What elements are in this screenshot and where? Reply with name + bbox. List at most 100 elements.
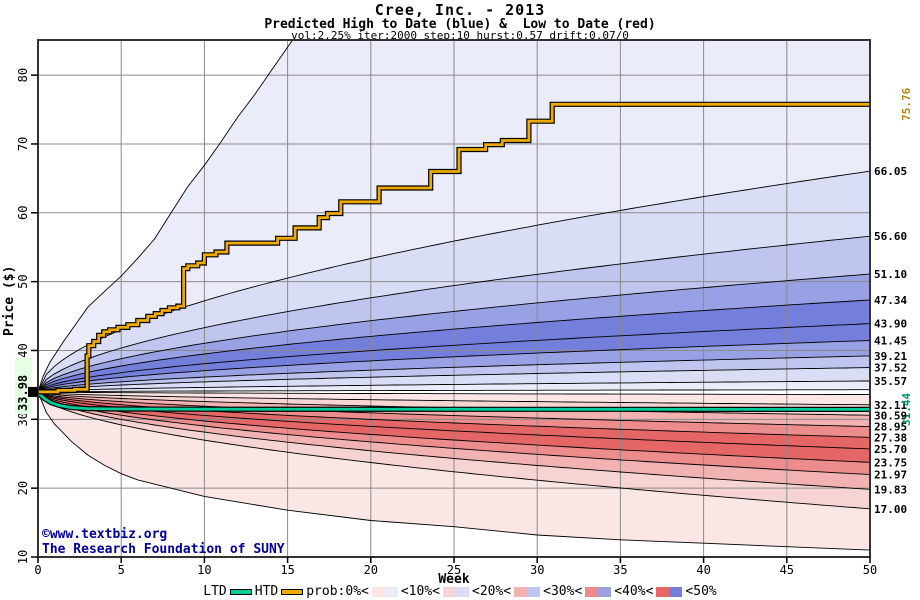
right-label-41.45: 41.45 [874,334,907,347]
contour-high-3 [37,355,871,393]
right-label-17.00: 17.00 [874,503,907,516]
x-axis-title: Week [438,572,470,587]
x-tick-label-40: 40 [696,563,710,577]
contour-low-0 [37,391,870,395]
x-tick-label-25: 25 [447,563,461,577]
x-tick-label-15: 15 [280,563,294,577]
right-label-75.76: 75.76 [900,87,913,120]
band-blue-5 [38,299,870,392]
legend-band-label-3: <30%< [543,584,583,599]
y-tick-label-10: 10 [16,550,30,564]
contour-high-10 [37,39,870,393]
ltd-line-swatch [229,588,252,595]
simulation-params: vol:2.25% iter:2000 step:10 hurst:0.57 d… [291,29,629,42]
legend-band-label-5: <50% [685,584,717,599]
legend-band-label-2: <20%< [472,584,512,599]
contour-low-9 [37,391,871,510]
right-label-35.57: 35.57 [874,375,907,388]
right-label-39.21: 39.21 [874,350,907,363]
right-label-31.44: 31.44 [900,392,913,425]
band-red-7 [38,391,870,490]
band-red-4 [38,391,870,449]
right-label-23.75: 23.75 [874,456,907,469]
legend-htd-label: HTD [254,584,279,599]
watermark: ©www.textbiz.org The Research Foundation… [42,527,285,557]
x-tick-label-5: 5 [118,563,125,577]
right-label-21.97: 21.97 [874,469,907,482]
contour-high-4 [37,340,871,393]
contour-low-5 [37,391,871,450]
band-red-5 [38,391,870,463]
contour-high-2 [37,367,871,393]
right-label-30.59: 30.59 [874,409,907,422]
watermark-line1: ©www.textbiz.org [42,527,168,542]
band-red-8 [38,391,870,509]
x-tick-label-35: 35 [613,563,627,577]
htd-line [38,102,870,394]
htd-line-swatch [281,588,304,595]
right-label-47.34: 47.34 [874,294,907,307]
chart-subtitle: Predicted High to Date (blue) & Low to D… [264,17,656,32]
start-price-label-bg [15,358,32,414]
legend-band-swatch-4 [585,586,612,597]
x-tick-label-20: 20 [364,563,378,577]
right-label-51.10: 51.10 [874,268,907,281]
watermark-line2: The Research Foundation of SUNY [42,542,285,557]
right-label-66.05: 66.05 [874,165,907,178]
legend-ltd-label: LTD [203,584,227,599]
contour-high-5 [37,323,871,393]
contour-low-10 [37,391,871,551]
legend-band-label-1: <10%< [400,584,440,599]
right-label-32.11: 32.11 [874,399,907,412]
page-title: Cree, Inc. - 2013 [374,1,546,19]
contour-high-8 [37,235,871,393]
legend: LTD HTD prob:0%< <10%< <20%< <30%< <40%< <50… [0,584,920,599]
contour-low-8 [37,391,871,490]
y-tick-label-80: 80 [16,68,30,82]
contour-high-0 [37,389,870,393]
legend-band-swatch-3 [514,586,541,597]
band-red-6 [38,391,870,475]
x-tick-label-0: 0 [34,563,41,577]
legend-prob-label: prob:0%< [306,584,369,599]
band-blue-6 [38,274,870,392]
legend-band-swatch-2 [443,586,469,597]
contour-high-6 [37,299,871,393]
y-axis-title: Price ($) [2,265,17,336]
x-tick-label-10: 10 [197,563,211,577]
contour-low-1 [37,391,871,406]
legend-band-swatch-1 [371,586,398,597]
band-red-9 [38,391,870,551]
right-label-37.52: 37.52 [874,362,907,375]
right-label-28.95: 28.95 [874,421,907,434]
x-tick-label-45: 45 [780,563,794,577]
x-tick-label-30: 30 [530,563,544,577]
contour-low-6 [37,391,871,463]
legend-band-label-4: <40%< [614,584,654,599]
contour-low-3 [37,391,871,427]
contour-high-7 [37,273,871,393]
right-label-25.70: 25.70 [874,443,907,456]
right-label-56.60: 56.60 [874,230,907,243]
legend-band-swatch-5 [656,586,683,597]
ltd-line [37,392,871,411]
band-blue-4 [38,323,870,392]
right-label-19.83: 19.83 [874,483,907,496]
y-tick-label-30: 30 [16,412,30,426]
band-red-3 [38,391,870,438]
contour-low-7 [37,391,871,476]
right-label-43.90: 43.90 [874,318,907,331]
contour-high-1 [37,380,870,393]
start-price-marker [28,386,38,397]
y-tick-label-60: 60 [16,206,30,220]
y-tick-label-20: 20 [16,481,30,495]
x-tick-label-50: 50 [863,563,877,577]
start-price-label: 33.98 [16,375,30,411]
band-blue-7 [38,236,870,392]
y-tick-label-70: 70 [16,137,30,151]
right-label-27.38: 27.38 [874,431,907,444]
legend-probability-bands: <10%< <20%< <30%< <40%< <50% [371,584,717,599]
y-tick-label-50: 50 [16,274,30,288]
